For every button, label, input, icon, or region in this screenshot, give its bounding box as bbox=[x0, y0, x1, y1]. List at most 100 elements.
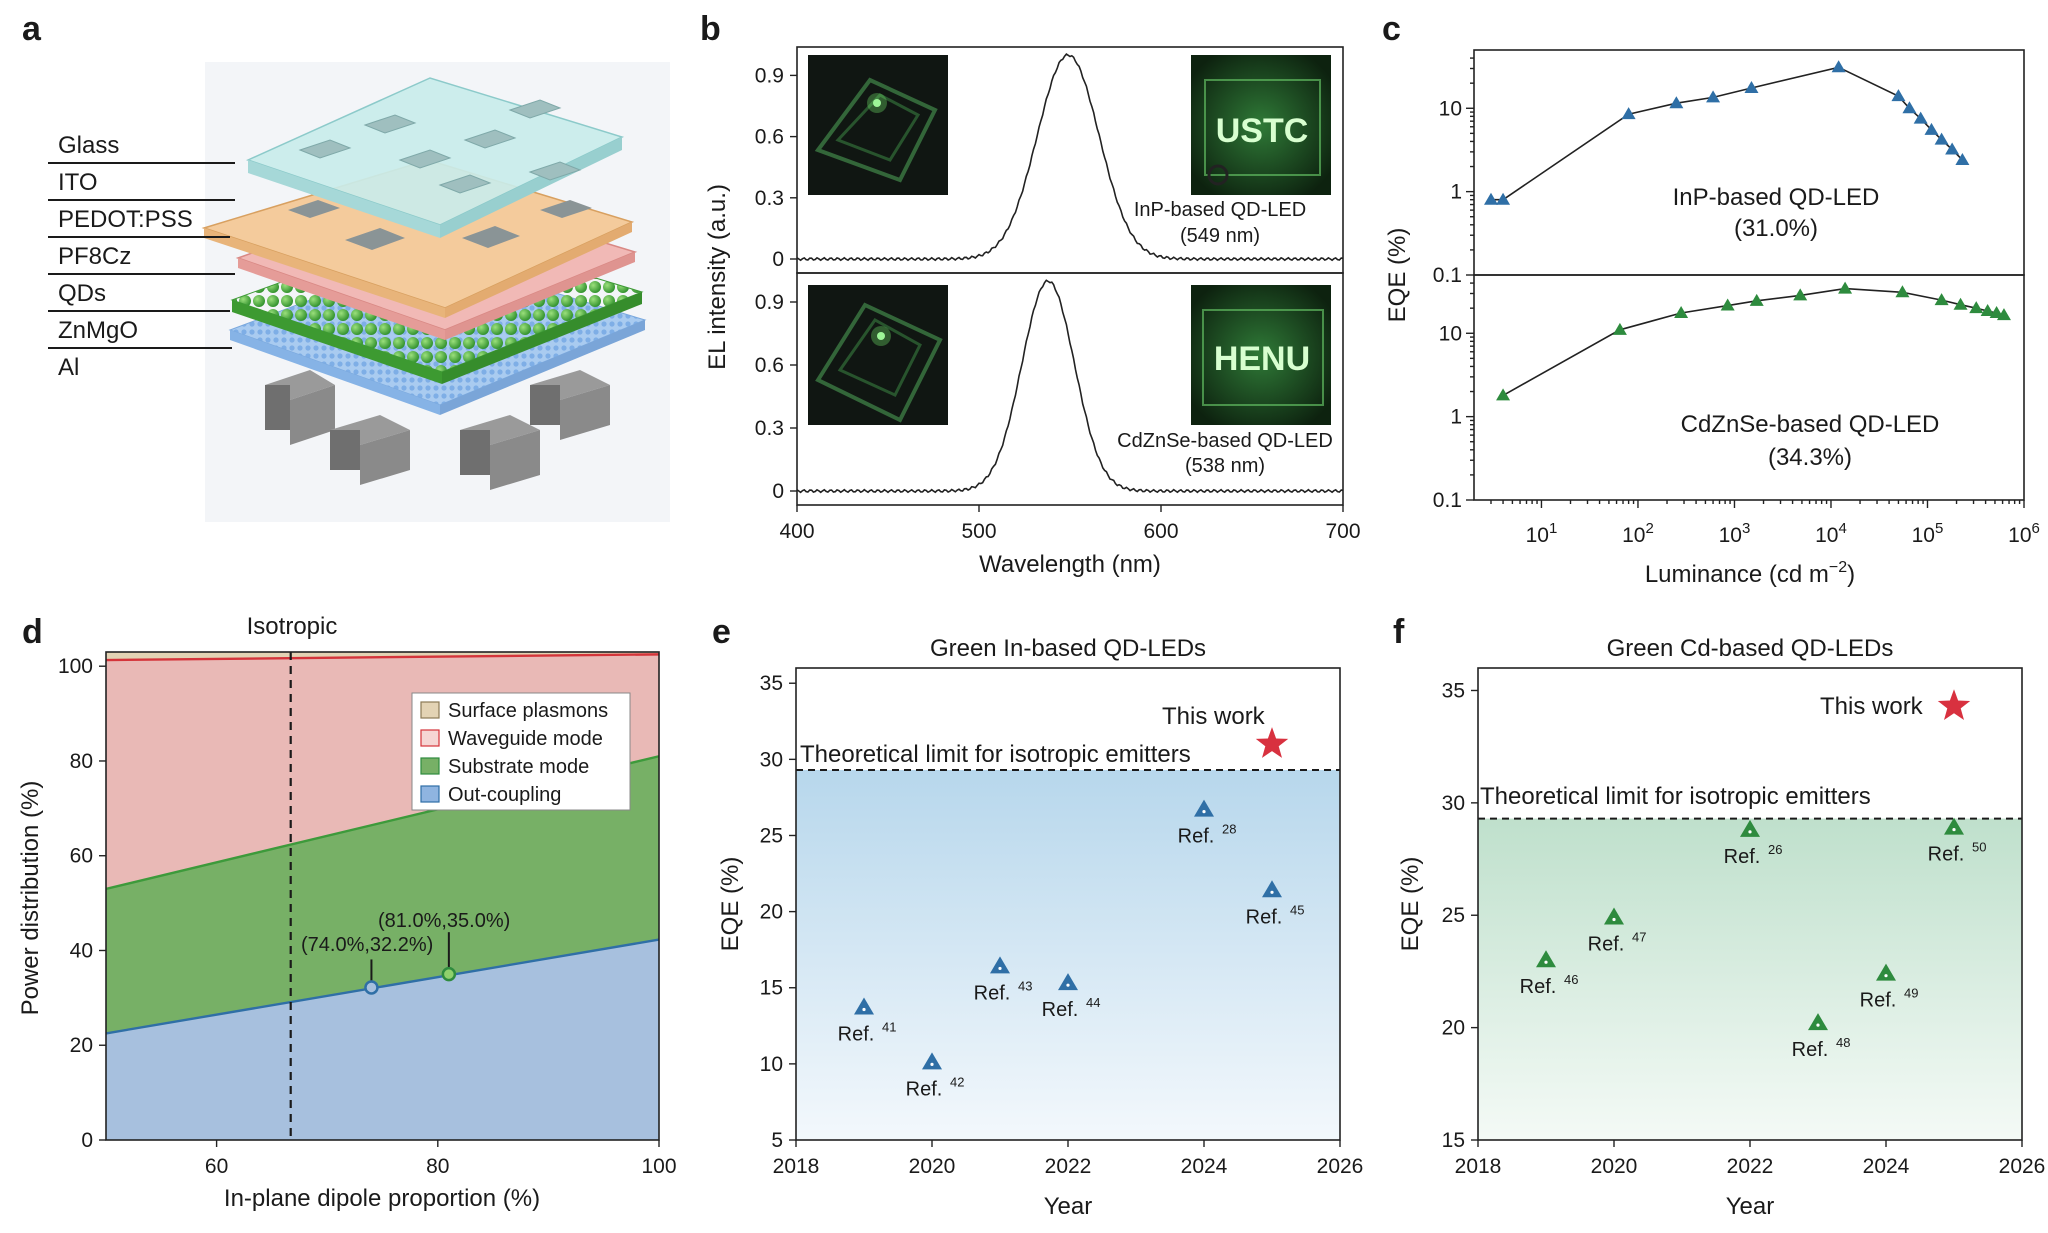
d-legend-outcoupling: Out-coupling bbox=[448, 784, 561, 806]
b-y-tick-label: 0.6 bbox=[755, 354, 784, 377]
e-ref-label: Ref. bbox=[1178, 826, 1215, 848]
d-point1-label: (74.0%,32.2%) bbox=[301, 934, 433, 956]
c-markers bbox=[1483, 60, 2011, 401]
panel-e-label: e bbox=[712, 613, 731, 651]
layer-label-pf8cz: PF8Cz bbox=[58, 243, 131, 270]
b-x-tick-label: 600 bbox=[1143, 520, 1178, 543]
b-y-tick-label: 0 bbox=[772, 248, 784, 271]
panel-d: 0 20 40 60 80 100 60 80 100 (74.0%,32.2%) (81.0%… bbox=[17, 613, 677, 1212]
e-ref-number: 42 bbox=[950, 1074, 964, 1089]
c-x-tick-label: 104 bbox=[1815, 520, 1847, 547]
layer-label-glass: Glass bbox=[58, 132, 119, 159]
f-y-tick-label: 15 bbox=[1442, 1129, 1465, 1152]
e-data-points: Ref. 41 Ref. 42 Ref. 43 Ref. 44 Ref. 28 Ref. 45 bbox=[838, 727, 1304, 1100]
e-point-dot bbox=[1066, 983, 1070, 987]
f-limit-label: Theoretical limit for isotropic emitters bbox=[1480, 783, 1871, 810]
d-point2-label: (81.0%,35.0%) bbox=[378, 910, 510, 932]
al-electrodes bbox=[265, 370, 610, 490]
f-x-axis-label: Year bbox=[1726, 1193, 1775, 1220]
d-title: Isotropic bbox=[247, 613, 338, 640]
c-bottom-annotation-line2: (34.3%) bbox=[1768, 444, 1852, 471]
c-inp-eqe-line bbox=[1491, 66, 1963, 201]
c-y-tick-label: 0.1 bbox=[1433, 264, 1462, 287]
f-ref-label: Ref. bbox=[1588, 933, 1625, 955]
e-x-tick-label: 2020 bbox=[909, 1155, 956, 1178]
e-y-tick-label: 30 bbox=[760, 748, 783, 771]
b-inp-spectrum-line bbox=[796, 53, 1344, 262]
d-legend: Surface plasmons Waveguide mode Substrat… bbox=[411, 692, 631, 811]
d-x-axis-label: In-plane dipole proportion (%) bbox=[224, 1185, 540, 1212]
f-ref-number: 48 bbox=[1836, 1035, 1850, 1050]
f-point-dot bbox=[1952, 827, 1956, 832]
c-marker bbox=[1831, 60, 1846, 73]
panel-b-label: b bbox=[700, 10, 721, 48]
f-point-marker bbox=[1740, 819, 1760, 837]
b-photo-pixel-bottom bbox=[808, 285, 948, 425]
d-x-tick-label: 60 bbox=[205, 1155, 228, 1178]
c-marker bbox=[1706, 90, 1721, 103]
f-point-marker bbox=[1876, 963, 1896, 981]
e-limit-fill bbox=[796, 770, 1340, 1140]
e-ref-label: Ref. bbox=[1042, 999, 1079, 1021]
e-point-dot bbox=[1202, 810, 1206, 814]
b-top-annotation-line1: InP-based QD-LED bbox=[1134, 199, 1306, 221]
f-x-tick-label: 2018 bbox=[1455, 1155, 1502, 1178]
d-legend-swatch-waveguide bbox=[420, 729, 440, 747]
f-y-tick-label: 20 bbox=[1442, 1017, 1465, 1040]
e-limit-label: Theoretical limit for isotropic emitters bbox=[800, 741, 1191, 768]
f-ref-number: 47 bbox=[1632, 929, 1646, 944]
b-photo-ustc: USTC bbox=[1191, 55, 1331, 195]
f-title: Green Cd-based QD-LEDs bbox=[1607, 635, 1894, 662]
layer-label-qds: QDs bbox=[58, 280, 106, 307]
e-this-work-star bbox=[1255, 727, 1289, 758]
e-y-axis-label: EQE (%) bbox=[717, 857, 744, 952]
c-marker bbox=[1902, 101, 1917, 114]
c-marker bbox=[1496, 192, 1511, 205]
layer-label-pedot: PEDOT:PSS bbox=[58, 206, 193, 233]
b-x-tick-label: 700 bbox=[1325, 520, 1360, 543]
c-x-tick-label: 103 bbox=[1719, 520, 1751, 547]
f-ref-label: Ref. bbox=[1792, 1039, 1829, 1061]
c-marker bbox=[1483, 192, 1498, 205]
b-cdznse-spectrum-line bbox=[796, 279, 1344, 494]
b-photo-henu: HENU bbox=[1191, 285, 1331, 425]
b-bottom-axis: 0 0.3 0.6 0.9 400 500 600 700 bbox=[755, 291, 1361, 543]
c-y-tick-label: 10 bbox=[1439, 322, 1462, 345]
f-ref-label: Ref. bbox=[1724, 846, 1761, 868]
layer-label-al: Al bbox=[58, 354, 79, 381]
c-y-tick-label: 1 bbox=[1450, 181, 1462, 204]
b-photo-ustc-text: USTC bbox=[1216, 112, 1309, 150]
layer-label-ito: ITO bbox=[58, 169, 98, 196]
c-y-tick-label: 0.1 bbox=[1433, 489, 1462, 512]
b-x-tick-label: 500 bbox=[961, 520, 996, 543]
device-stack-illustration: Glass ITO PEDOT:PSS PF8Cz QDs ZnMgO Al bbox=[48, 62, 670, 522]
e-this-work-label: This work bbox=[1162, 703, 1266, 730]
f-frame bbox=[1477, 667, 2023, 1141]
e-point-dot bbox=[998, 966, 1002, 971]
layer-label-znmgo: ZnMgO bbox=[58, 317, 138, 344]
c-bottom-annotation-line1: CdZnSe-based QD-LED bbox=[1681, 411, 1940, 438]
f-point-marker bbox=[1604, 907, 1624, 925]
d-legend-substrate: Substrate mode bbox=[448, 756, 589, 778]
c-marker bbox=[1891, 89, 1906, 102]
e-point-marker bbox=[922, 1052, 942, 1070]
b-photo-henu-text: HENU bbox=[1214, 340, 1310, 378]
d-area-out-coupling bbox=[106, 939, 659, 1140]
e-y-tick-label: 25 bbox=[760, 824, 783, 847]
f-limit-fill bbox=[1478, 818, 2022, 1140]
d-y-tick-label: 0 bbox=[81, 1129, 93, 1152]
f-ref-number: 26 bbox=[1768, 842, 1782, 857]
c-marker bbox=[1969, 301, 1984, 314]
e-title: Green In-based QD-LEDs bbox=[930, 635, 1206, 662]
b-bottom-frame bbox=[796, 272, 1344, 506]
f-ref-label: Ref. bbox=[1928, 844, 1965, 866]
e-ref-number: 43 bbox=[1018, 978, 1032, 993]
b-y-axis-label: EL intensity (a.u.) bbox=[704, 184, 731, 370]
c-y-tick-label: 1 bbox=[1450, 406, 1462, 429]
f-x-tick-label: 2020 bbox=[1591, 1155, 1638, 1178]
e-y-tick-label: 5 bbox=[771, 1129, 783, 1152]
d-waveguide-boundary-line bbox=[105, 653, 660, 662]
f-this-work-star bbox=[1937, 689, 1971, 720]
f-ref-label: Ref. bbox=[1860, 990, 1897, 1012]
